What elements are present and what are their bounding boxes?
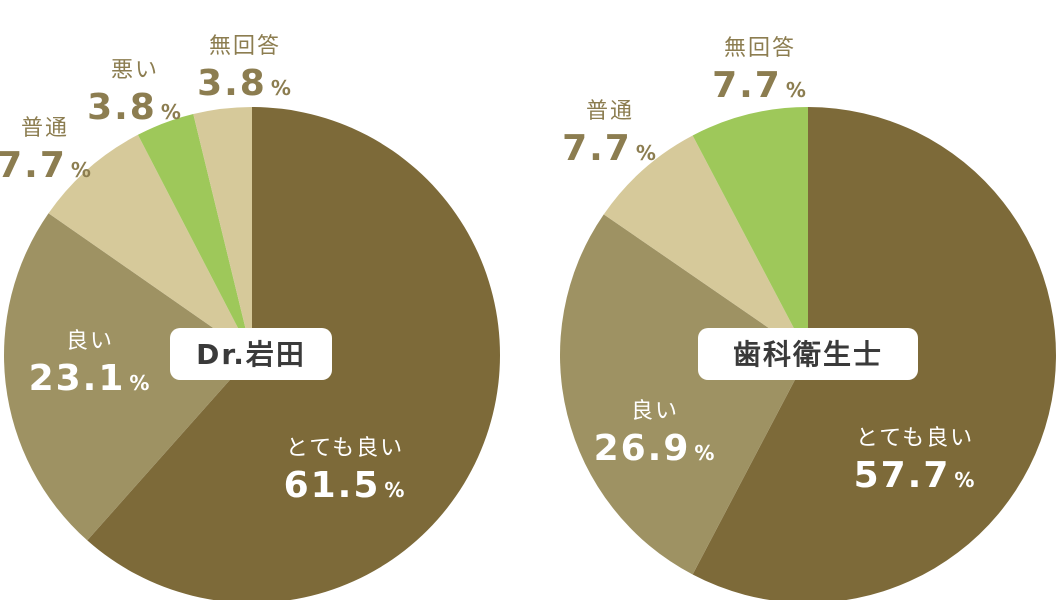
chart-title: Dr.岩田 xyxy=(196,338,306,371)
chart-title-box xyxy=(698,328,918,380)
slice-value-label: 57.7% xyxy=(854,455,977,496)
slice-category-label: 普通 xyxy=(586,99,634,124)
pie-slice-2 xyxy=(4,213,253,541)
slice-value-label: 3.8% xyxy=(87,87,183,128)
slice-category-label: とても良い xyxy=(286,436,404,461)
slice-value-label: 7.7% xyxy=(562,128,658,169)
slice-category-label: 悪い xyxy=(111,58,159,83)
chart-title: 歯科衛生士 xyxy=(733,338,883,371)
pie-slice-2 xyxy=(559,214,808,575)
slice-category-label: 無回答 xyxy=(209,34,281,59)
pie-chart-dental-hygienist: とても良い 57.7 % 良い 26.9 % 普通 7.7 % 無回答 7.7 % 歯科衛生士 xyxy=(559,36,1056,600)
slice-category-label: 良い xyxy=(66,329,114,354)
slice-value-label: 23.1% xyxy=(29,358,152,399)
slice-category-label: 無回答 xyxy=(724,36,796,61)
slice-value-label: 26.9% xyxy=(594,428,717,469)
slice-value-label: 61.5% xyxy=(284,465,407,506)
slice-category-label: 普通 xyxy=(21,116,69,141)
slice-category-label: 良い xyxy=(631,399,679,424)
slice-value-label: 7.7% xyxy=(0,145,93,186)
slice-value-label: 3.8% xyxy=(197,63,293,104)
pie-chart-dr-iwata: とても良い 61.5 % 良い 23.1 % 普通 7.7 % 悪い 3.8 % 無回答 3.8 % Dr.岩… xyxy=(0,34,501,600)
chart-title-box xyxy=(170,328,332,380)
pie-slice-4 xyxy=(137,114,252,355)
slice-category-label: とても良い xyxy=(856,426,974,451)
pie-slice-4 xyxy=(692,107,808,355)
pie-slice-3 xyxy=(48,134,252,355)
pie-slice-3 xyxy=(603,135,808,355)
slice-value-label: 7.7% xyxy=(712,65,808,106)
pie-slice-5 xyxy=(193,107,252,355)
